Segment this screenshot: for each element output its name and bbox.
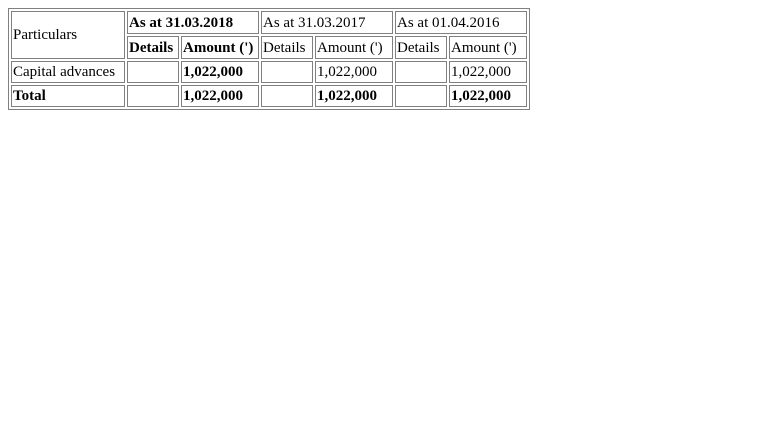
table-header-row: Particulars As at 31.03.2018 As at 31.03… bbox=[11, 11, 527, 59]
particulars-header: Particulars bbox=[11, 11, 125, 59]
table-row-total: Total 1,022,000 1,022,000 1,022,000 bbox=[11, 85, 527, 107]
amount-header-2018: Amount (') bbox=[181, 36, 259, 59]
amount-cell-2017: 1,022,000 bbox=[315, 61, 393, 83]
total-details-cell-2018 bbox=[127, 85, 179, 107]
details-cell-2016 bbox=[395, 61, 447, 83]
amount-cell-2016: 1,022,000 bbox=[449, 61, 527, 83]
amount-header-2016: Amount (') bbox=[449, 36, 527, 59]
details-cell-2017 bbox=[261, 61, 313, 83]
period-header-2018: As at 31.03.2018 bbox=[127, 11, 259, 34]
table-row-capital-advances: Capital advances 1,022,000 1,022,000 1,0… bbox=[11, 61, 527, 83]
details-header-2018: Details bbox=[127, 36, 179, 59]
total-details-cell-2017 bbox=[261, 85, 313, 107]
total-details-cell-2016 bbox=[395, 85, 447, 107]
total-amount-cell-2016: 1,022,000 bbox=[449, 85, 527, 107]
total-amount-cell-2018: 1,022,000 bbox=[181, 85, 259, 107]
table-subheader-row: Details Amount (') Details Amount (') De… bbox=[11, 36, 527, 59]
capital-advances-table: Particulars As at 31.03.2018 As at 31.03… bbox=[8, 8, 530, 110]
details-header-2016: Details bbox=[395, 36, 447, 59]
details-cell-2018 bbox=[127, 61, 179, 83]
period-header-2017: As at 31.03.2017 bbox=[261, 11, 393, 34]
row-label-total: Total bbox=[11, 85, 125, 107]
row-label-capital-advances: Capital advances bbox=[11, 61, 125, 83]
period-header-2016: As at 01.04.2016 bbox=[395, 11, 527, 34]
amount-cell-2018: 1,022,000 bbox=[181, 61, 259, 83]
total-amount-cell-2017: 1,022,000 bbox=[315, 85, 393, 107]
details-header-2017: Details bbox=[261, 36, 313, 59]
amount-header-2017: Amount (') bbox=[315, 36, 393, 59]
